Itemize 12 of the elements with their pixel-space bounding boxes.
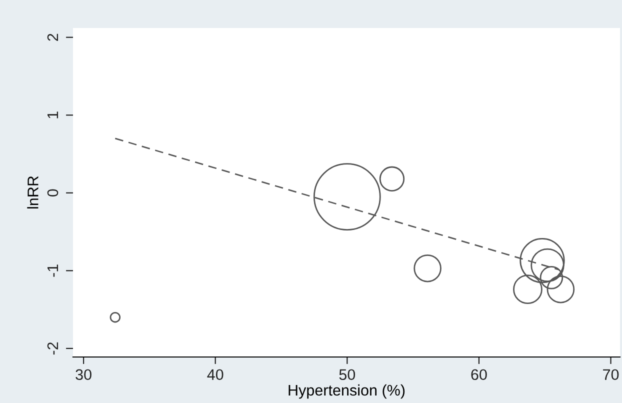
x-tick-label: 50	[339, 369, 356, 380]
y-tick-label: 1	[48, 112, 58, 118]
x-tick-label: 30	[76, 369, 92, 380]
x-tick-label: 70	[603, 369, 619, 380]
x-axis-title: Hypertension (%)	[288, 384, 405, 399]
x-tick-label: 60	[471, 369, 487, 380]
y-tick-label: 2	[47, 34, 58, 41]
y-tick-label: 0	[47, 189, 58, 197]
x-tick-label: 40	[207, 369, 224, 380]
y-tick-label: -2	[47, 342, 58, 355]
y-axis-title: lnRR	[27, 176, 38, 208]
y-tick-label: -1	[48, 264, 58, 277]
